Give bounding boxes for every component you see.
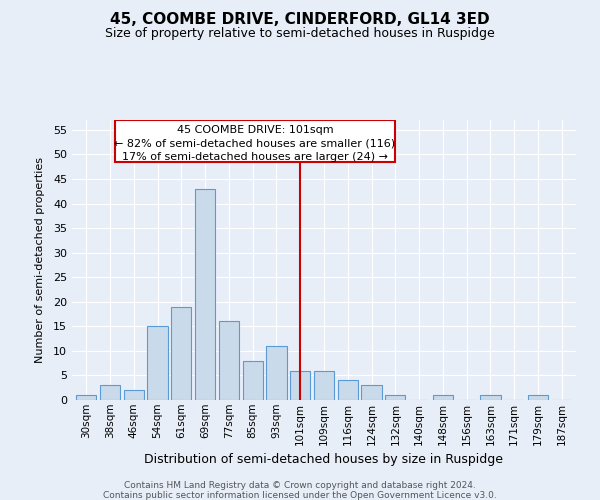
Bar: [290, 370, 310, 400]
Text: Size of property relative to semi-detached houses in Ruspidge: Size of property relative to semi-detach…: [105, 28, 495, 40]
Bar: [266, 346, 287, 400]
Bar: [195, 189, 215, 400]
Text: Contains public sector information licensed under the Open Government Licence v3: Contains public sector information licen…: [103, 491, 497, 500]
Bar: [124, 390, 144, 400]
Text: Contains HM Land Registry data © Crown copyright and database right 2024.: Contains HM Land Registry data © Crown c…: [124, 481, 476, 490]
Bar: [242, 360, 263, 400]
Bar: [100, 386, 120, 400]
Text: ← 82% of semi-detached houses are smaller (116): ← 82% of semi-detached houses are smalle…: [115, 138, 395, 148]
FancyBboxPatch shape: [115, 120, 395, 162]
Bar: [481, 395, 500, 400]
Bar: [219, 322, 239, 400]
Bar: [338, 380, 358, 400]
Bar: [385, 395, 406, 400]
Bar: [433, 395, 453, 400]
Y-axis label: Number of semi-detached properties: Number of semi-detached properties: [35, 157, 44, 363]
Bar: [314, 370, 334, 400]
Text: 45, COOMBE DRIVE, CINDERFORD, GL14 3ED: 45, COOMBE DRIVE, CINDERFORD, GL14 3ED: [110, 12, 490, 28]
Bar: [528, 395, 548, 400]
Bar: [148, 326, 167, 400]
Bar: [76, 395, 97, 400]
Bar: [361, 386, 382, 400]
Text: 17% of semi-detached houses are larger (24) →: 17% of semi-detached houses are larger (…: [122, 152, 388, 162]
Text: 45 COOMBE DRIVE: 101sqm: 45 COOMBE DRIVE: 101sqm: [177, 125, 334, 135]
Bar: [171, 306, 191, 400]
X-axis label: Distribution of semi-detached houses by size in Ruspidge: Distribution of semi-detached houses by …: [145, 453, 503, 466]
